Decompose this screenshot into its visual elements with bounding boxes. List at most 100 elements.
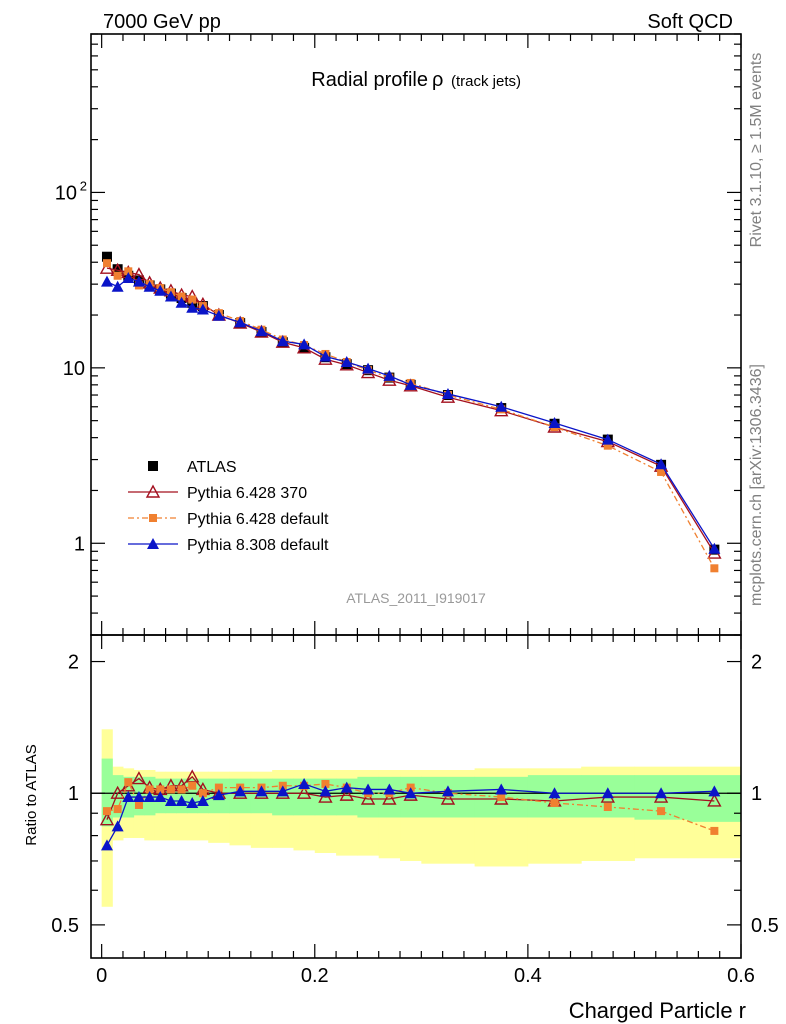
ratio-point (145, 785, 154, 794)
legend-marker (148, 461, 158, 471)
ratio-point (441, 785, 454, 797)
ratio-point (154, 791, 167, 803)
ratio-y-tick-label-right: 0.5 (751, 915, 779, 937)
legend: ATLAS Pythia 6.428 370 Pythia 6.428 defaul… (128, 459, 329, 554)
data-point (404, 378, 417, 390)
data-point (383, 369, 396, 381)
legend-label: Pythia 6.428 370 (187, 485, 307, 502)
ratio-point (298, 777, 311, 789)
analysis-id-label: ATLAS_2011_I919017 (346, 590, 486, 606)
ratio-point (255, 785, 268, 797)
energy-label: 7000 GeV pp (103, 11, 221, 33)
data-point (319, 350, 332, 362)
ratio-point (603, 802, 612, 811)
main-y-tick-label: 10 (63, 358, 85, 380)
legend-label: ATLAS (187, 459, 237, 476)
ratio-point (100, 839, 113, 851)
main-plot-series (99, 251, 722, 573)
ratio-point (156, 785, 165, 794)
ratio-point (131, 771, 147, 785)
ratio-point (134, 800, 143, 809)
ratio-plot-series (91, 769, 741, 851)
x-axis-label: Charged Particle r (569, 998, 746, 1023)
ratio-point (212, 789, 225, 801)
ratio-y-tick-label: 0.5 (51, 915, 79, 937)
ratio-point (321, 779, 330, 788)
data-point (100, 275, 113, 287)
ratio-point (186, 796, 199, 808)
data-point (710, 564, 719, 573)
main-y-tick-label: 1 (74, 533, 85, 555)
data-point (143, 280, 156, 292)
data-point (601, 433, 614, 445)
ratio-point (122, 791, 135, 803)
ratio-point (196, 794, 209, 806)
ratio-point (99, 812, 115, 826)
data-point (708, 542, 721, 554)
data-point (276, 335, 289, 347)
data-point (548, 416, 561, 428)
ratio-point (132, 791, 145, 803)
ratio-point (708, 785, 721, 797)
data-point (441, 387, 454, 399)
data-point (113, 271, 122, 280)
x-tick-label: 0.6 (727, 965, 755, 987)
ratio-point (177, 785, 186, 794)
ratio-point (319, 785, 332, 797)
ratio-point (166, 785, 175, 794)
data-point (234, 316, 247, 328)
ratio-series-pythia-8-308-default (100, 777, 721, 851)
data-point (102, 259, 111, 268)
legend-marker (145, 484, 161, 498)
ratio-point (198, 789, 207, 798)
ratio-y-tick-label: 1 (68, 783, 79, 805)
legend-marker (149, 514, 157, 522)
ratio-point (143, 791, 156, 803)
ratio-point (276, 785, 289, 797)
data-point (340, 355, 353, 367)
data-point (255, 325, 268, 337)
x-tick-label: 0.4 (514, 965, 542, 987)
data-point (164, 290, 177, 302)
main-y-tick-label: 10 (55, 182, 77, 204)
plot-title-symbol: ρ (432, 69, 443, 91)
ratio-point (404, 787, 417, 799)
data-point (212, 309, 225, 321)
ratio-point (164, 794, 177, 806)
ratio-y-tick-label-right: 1 (751, 783, 762, 805)
band-inner-bin (186, 778, 199, 814)
plot-title-text: Radial profile (311, 69, 428, 91)
data-point (362, 362, 375, 374)
data-point (188, 295, 197, 304)
ratio-point (655, 787, 668, 799)
data-point (657, 467, 666, 476)
legend-marker (147, 538, 159, 549)
data-point (122, 272, 135, 284)
process-label: Soft QCD (647, 11, 733, 33)
band-inner-bin (101, 758, 113, 827)
ratio-point (495, 783, 508, 795)
data-point (132, 275, 145, 287)
legend-entry: ATLAS (148, 459, 237, 476)
ratio-point (382, 791, 397, 805)
data-point (186, 301, 199, 313)
ratio-point (318, 789, 333, 803)
legend-entry: Pythia 6.428 default (128, 511, 329, 528)
ratio-point (102, 807, 111, 816)
legend-label: Pythia 6.428 default (187, 511, 329, 528)
data-point (298, 338, 311, 350)
data-point (196, 303, 209, 315)
data-point (655, 458, 668, 470)
ratio-point (657, 807, 666, 816)
ratio-point (548, 787, 561, 799)
ratio-point (339, 787, 354, 801)
ratio-uncertainty-bands (101, 729, 742, 907)
ratio-point (234, 785, 247, 797)
ratio-point (296, 785, 312, 799)
ratio-point (497, 793, 506, 802)
x-tick-label: 0.2 (301, 965, 329, 987)
rivet-version-label: Rivet 3.1.10, ≥ 1.5M events (748, 53, 765, 248)
band-inner-bin (272, 778, 294, 816)
